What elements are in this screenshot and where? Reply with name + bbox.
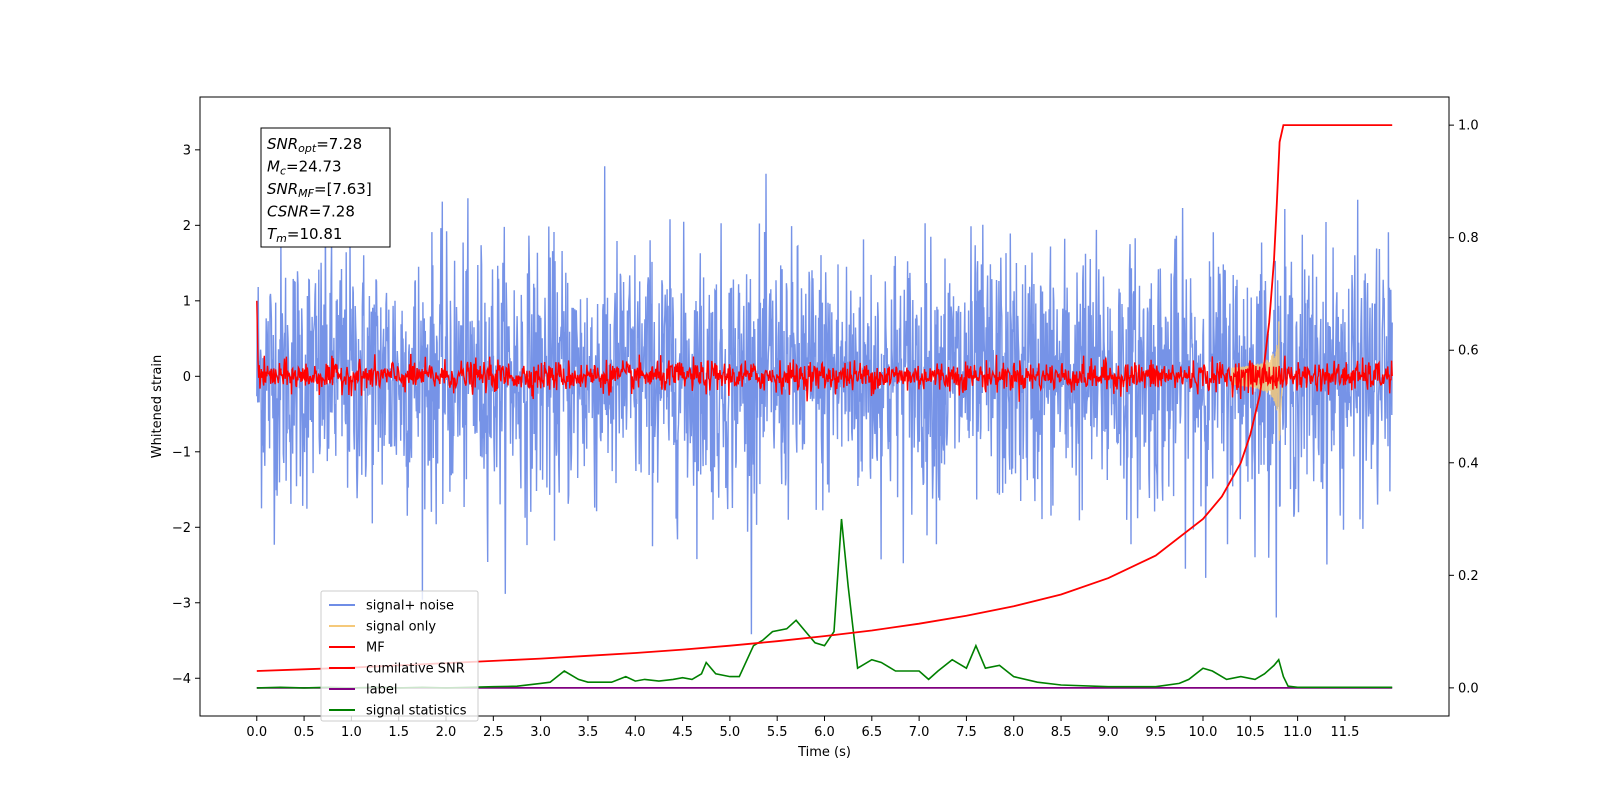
annotation-subscript: MF: [298, 187, 314, 200]
x-tick-label: 7.5: [956, 725, 977, 740]
annotation-line: CSNR=7.28: [267, 203, 355, 221]
legend-label: signal only: [366, 620, 436, 635]
annotation-value: =24.73: [286, 158, 342, 176]
annotation-symbol: SNR: [267, 135, 298, 153]
annotation-line: Mc=24.73: [267, 158, 342, 178]
legend-label: MF: [366, 641, 385, 656]
y2-tick-label: 0.2: [1458, 569, 1479, 584]
axes: 0.0 0.5 1.0 1.5 2.0 2.5 3.0 3.5 4.0 4.5 5.0 5.5 6.0 6…: [150, 96, 1479, 760]
y-tick-label: 3: [183, 143, 191, 158]
x-tick-label: 0.0: [246, 725, 267, 740]
y-tick-label: −1: [172, 445, 191, 460]
x-axis-label: Time (s): [797, 745, 851, 760]
y2-tick-label: 0.4: [1458, 456, 1479, 471]
annotation-line: SNRopt=7.28: [267, 135, 362, 155]
y-axis-label: Whitened strain: [150, 355, 165, 458]
y-tick-label: −2: [172, 521, 191, 536]
x-tick-label: 6.0: [814, 725, 835, 740]
y-tick-label: 0: [183, 370, 191, 385]
y2-tick-label: 0.6: [1458, 344, 1479, 359]
annotation-value: =10.81: [287, 225, 343, 243]
x-tick-label: 11.0: [1283, 725, 1312, 740]
y2-tick-label: 1.0: [1458, 119, 1479, 134]
x-tick-label: 10.0: [1189, 725, 1218, 740]
legend-label: cumilative SNR: [366, 662, 465, 677]
annotation-symbol: CSNR: [267, 203, 309, 221]
x-tick-label: 10.5: [1236, 725, 1265, 740]
x-tick-label: 11.5: [1330, 725, 1359, 740]
x-tick-label: 5.0: [720, 725, 741, 740]
x-tick-label: 8.0: [1003, 725, 1024, 740]
y-tick-label: −4: [172, 672, 191, 687]
x-tick-label: 7.0: [909, 725, 930, 740]
x-tick-label: 8.5: [1051, 725, 1072, 740]
x-tick-label: 9.5: [1145, 725, 1166, 740]
x-tick-label: 4.5: [672, 725, 693, 740]
annotation-symbol: T: [267, 225, 278, 243]
y2-tick-label: 0.8: [1458, 231, 1479, 246]
series-cumulative-snr: [256, 124, 1393, 672]
annotation-frame: [260, 127, 391, 248]
annotation-symbol: SNR: [267, 180, 298, 198]
x-tick-label: 1.0: [341, 725, 362, 740]
legend: signal+ noise signal only MF cumilative SNR…: [320, 590, 479, 722]
annotation-subscript: m: [276, 232, 287, 245]
legend-label: signal+ noise: [366, 599, 454, 614]
annotation-subscript: c: [280, 165, 286, 178]
annotation-subscript: opt: [298, 142, 317, 155]
legend-label: signal statistics: [366, 704, 467, 719]
annotation-value: =7.28: [309, 203, 355, 221]
y-tick-label: 1: [183, 294, 191, 309]
series-mf: [256, 300, 1393, 402]
x-tick-label: 4.0: [625, 725, 646, 740]
legend-frame: [320, 590, 479, 722]
annotation-symbol: M: [267, 158, 280, 176]
y2-tick-label: 0.0: [1458, 681, 1479, 696]
x-tick-label: 1.5: [388, 725, 409, 740]
x-tick-label: 5.5: [767, 725, 788, 740]
y-tick-label: −3: [172, 596, 191, 611]
series-signal-noise: [256, 166, 1393, 635]
x-tick-label: 0.5: [294, 725, 315, 740]
x-tick-label: 3.5: [578, 725, 599, 740]
y-tick-label: 2: [183, 219, 191, 234]
x-tick-label: 2.5: [483, 725, 504, 740]
x-tick-label: 9.0: [1098, 725, 1119, 740]
annotation-line: Tm=10.81: [267, 225, 342, 245]
x-tick-label: 2.0: [436, 725, 457, 740]
series-signal-statistics: [256, 518, 1393, 689]
annotation-value: =[7.63]: [314, 180, 372, 198]
annotation-value: =7.28: [316, 135, 362, 153]
x-tick-label: 3.0: [530, 725, 551, 740]
legend-label: label: [366, 683, 397, 698]
x-tick-label: 6.5: [861, 725, 882, 740]
annotation-line: SNRMF=[7.63]: [267, 180, 372, 200]
annotation-box: SNRopt=7.28Mc=24.73SNRMF=[7.63]CSNR=7.28…: [260, 127, 391, 248]
